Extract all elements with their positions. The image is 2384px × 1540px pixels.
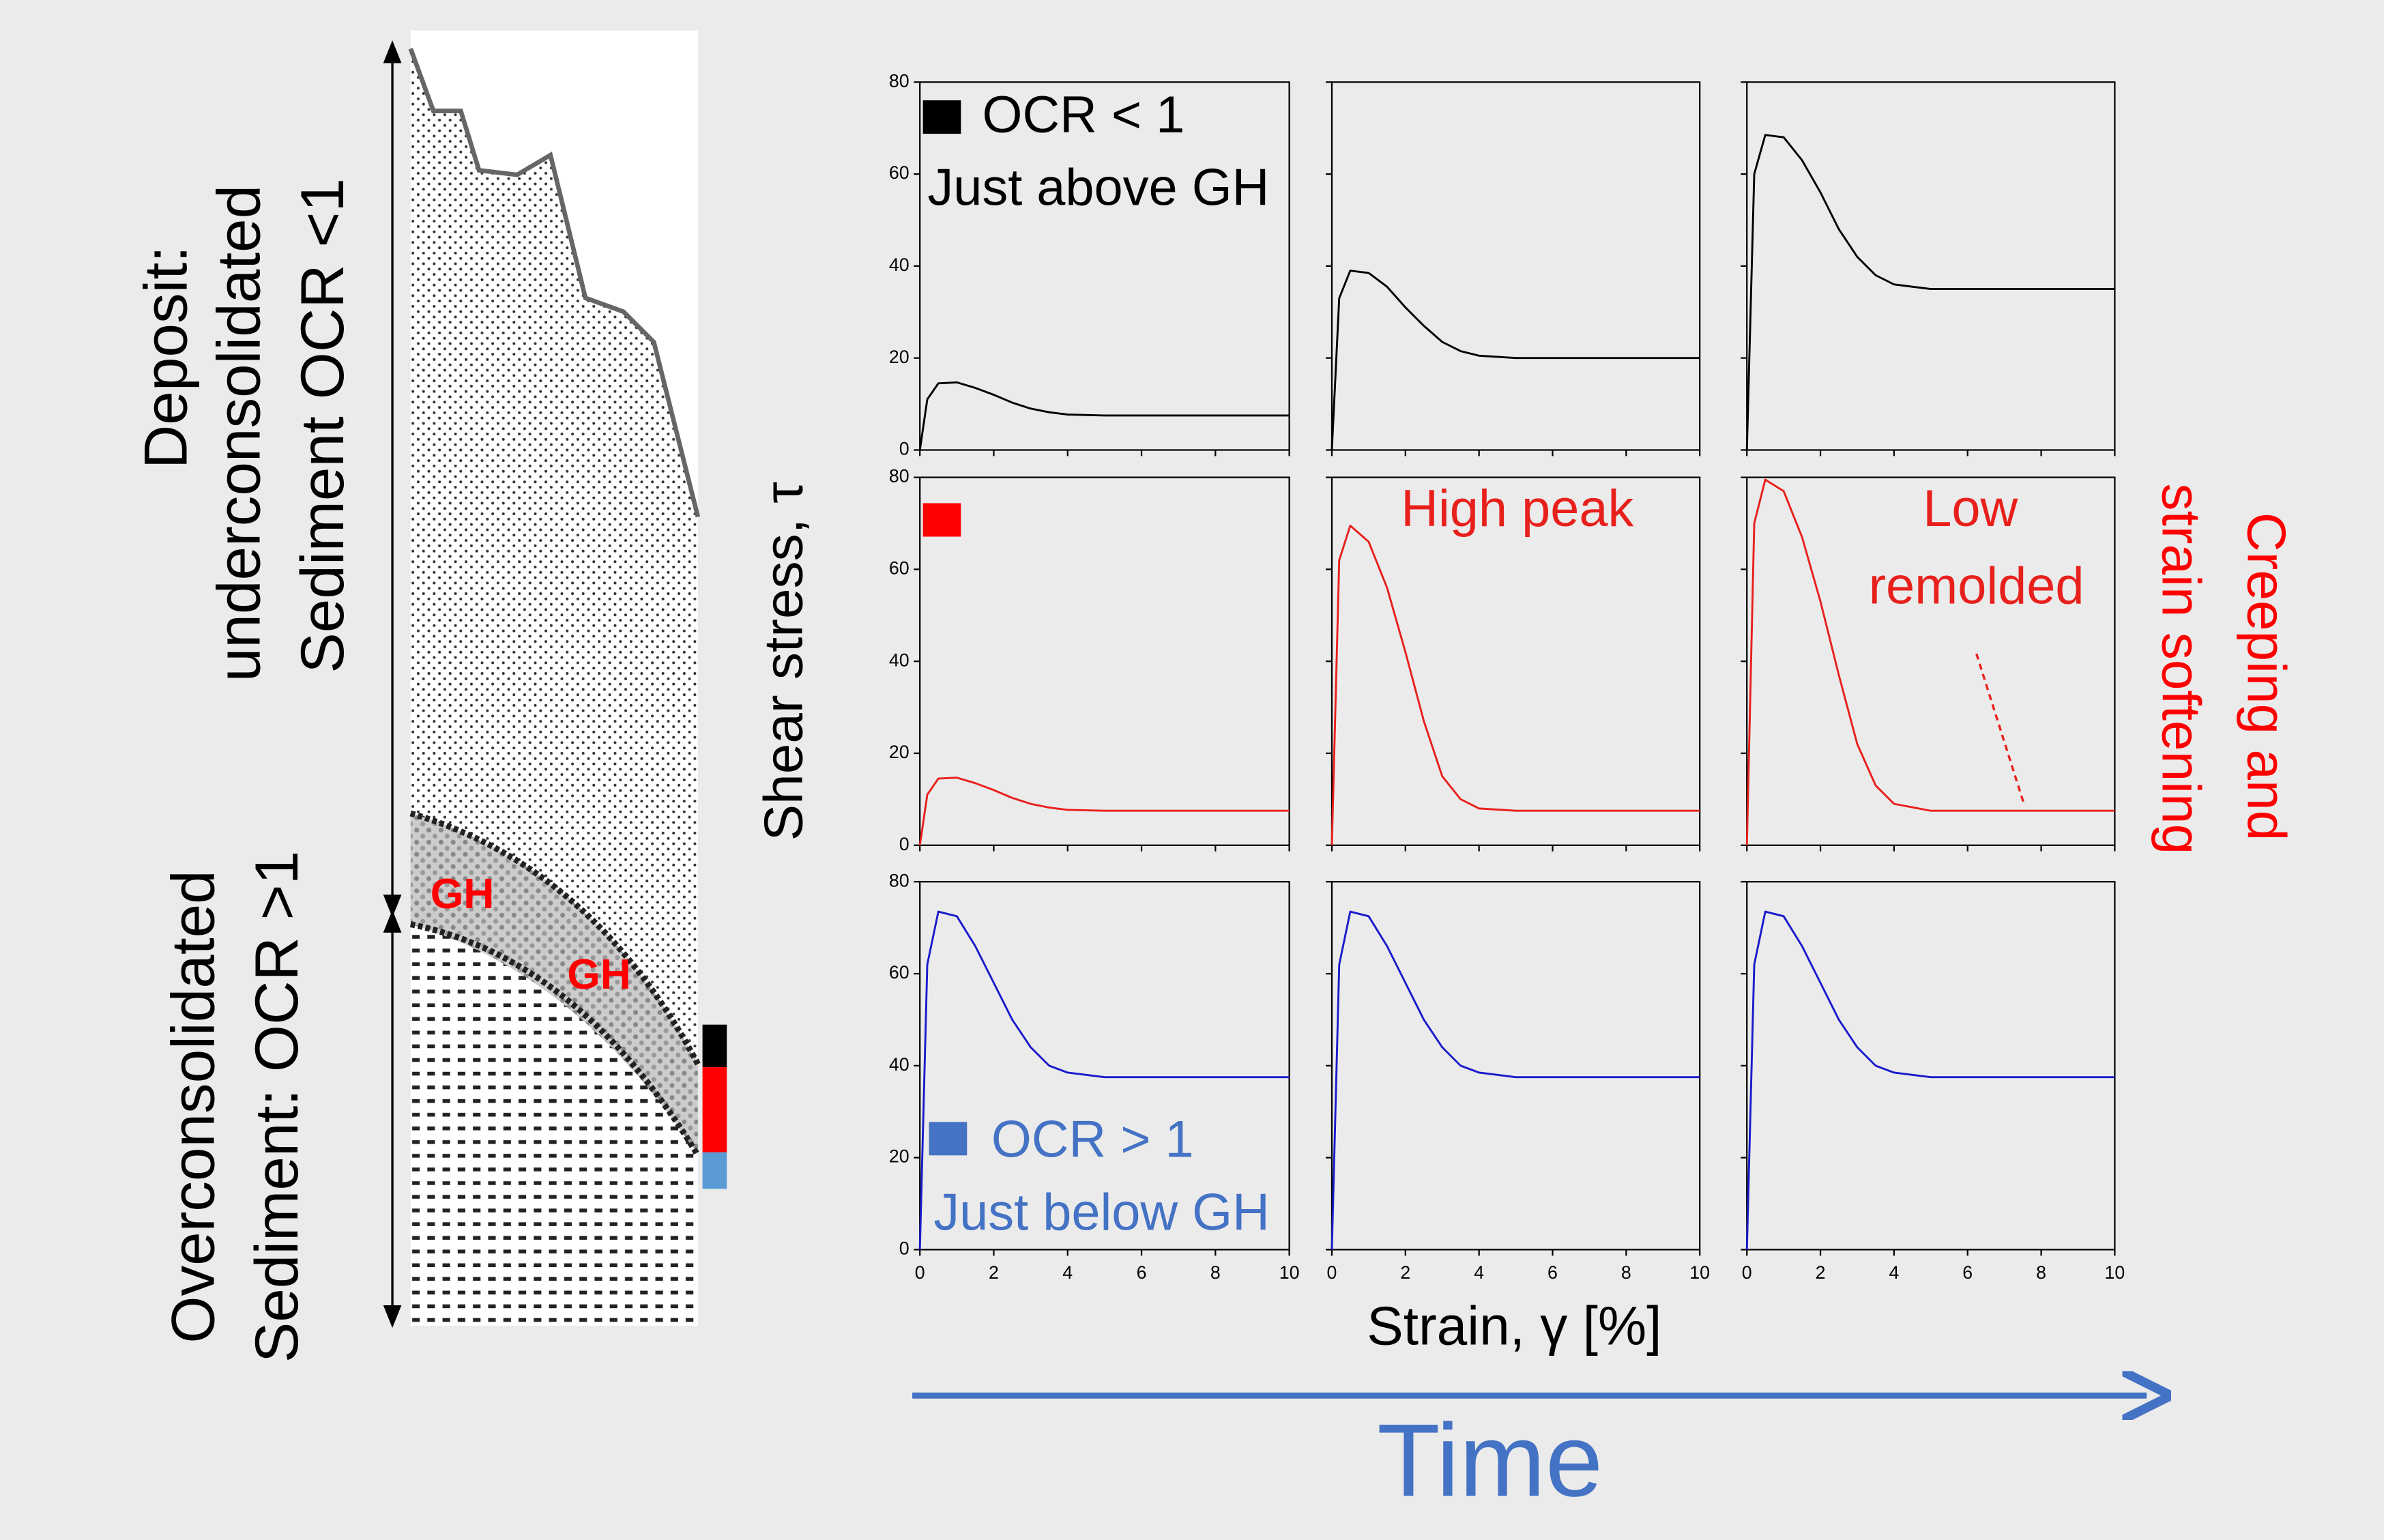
annotation: Just below GH xyxy=(933,1183,1270,1241)
data-line xyxy=(1745,478,2115,845)
annotation: Low xyxy=(1923,480,2018,538)
side-label: strain softening xyxy=(2151,483,2213,854)
gh-base xyxy=(409,921,701,1157)
lower-label: Sediment: OCR >1 xyxy=(242,851,310,1363)
y-tick-label: 40 xyxy=(889,1054,910,1075)
upper-label: Sediment OCR <1 xyxy=(288,178,356,673)
data-line xyxy=(1331,910,1700,1250)
x-tick-label: 8 xyxy=(1210,1262,1221,1283)
pointer-line xyxy=(1975,653,2025,803)
upper-label: Deposit: xyxy=(131,246,199,469)
y-tick-label: 80 xyxy=(889,70,910,91)
x-tick-label: 2 xyxy=(1816,1262,1826,1283)
lower-label: Overconsolidated xyxy=(158,870,227,1343)
legend-square xyxy=(929,1122,968,1156)
x-tick-label: 10 xyxy=(1279,1262,1300,1283)
y-tick-label: 20 xyxy=(889,742,910,762)
y-tick-label: 20 xyxy=(889,347,910,367)
y-tick-label: 0 xyxy=(899,439,910,459)
y-tick-label: 60 xyxy=(889,557,910,578)
x-tick-label: 6 xyxy=(1547,1262,1558,1283)
x-tick-label: 8 xyxy=(2036,1262,2046,1283)
x-tick-label: 4 xyxy=(1889,1262,1899,1283)
y-tick-label: 80 xyxy=(889,466,910,486)
annotation: remolded xyxy=(1869,557,2084,615)
x-tick-label: 10 xyxy=(1689,1262,1710,1283)
y-tick-label: 40 xyxy=(889,650,910,670)
overconsolidated-layer xyxy=(410,924,698,1326)
y-tick-label: 0 xyxy=(899,834,910,854)
x-tick-label: 0 xyxy=(1327,1262,1337,1283)
side-label: Creeping and xyxy=(2236,512,2297,841)
y-tick-label: 60 xyxy=(889,162,910,183)
annotation: High peak xyxy=(1401,480,1633,538)
data-line xyxy=(918,381,1290,450)
data-line xyxy=(1745,134,2115,450)
color-bar-black xyxy=(702,1024,727,1068)
data-line xyxy=(918,910,1290,1250)
y-tick-label: 20 xyxy=(889,1146,910,1167)
y-tick-label: 60 xyxy=(889,962,910,983)
data-line xyxy=(1331,524,1700,845)
x-tick-label: 6 xyxy=(1137,1262,1147,1283)
legend-square xyxy=(922,100,961,134)
x-tick-label: 6 xyxy=(1962,1262,1973,1283)
x-axis-label: Strain, γ [%] xyxy=(1367,1295,1661,1356)
legend-square xyxy=(922,503,961,537)
gh-label: GH xyxy=(567,951,631,998)
x-tick-label: 4 xyxy=(1062,1262,1073,1283)
upper-label: underconsolidated xyxy=(204,185,272,682)
time-label: Time xyxy=(1377,1403,1603,1518)
gh-label: GH xyxy=(431,871,495,918)
x-tick-label: 2 xyxy=(989,1262,999,1283)
y-axis-label: Shear stress, τ xyxy=(753,482,814,841)
color-bar-blue xyxy=(702,1152,727,1189)
color-bar-red xyxy=(702,1067,727,1152)
y-tick-label: 0 xyxy=(899,1238,910,1259)
data-line xyxy=(1745,910,2115,1250)
y-tick-label: 80 xyxy=(889,870,910,890)
y-tick-label: 40 xyxy=(889,255,910,275)
x-tick-label: 10 xyxy=(2105,1262,2125,1283)
x-tick-label: 2 xyxy=(1400,1262,1410,1283)
data-line xyxy=(1331,270,1700,450)
x-tick-label: 0 xyxy=(915,1262,925,1283)
annotation: OCR < 1 xyxy=(983,86,1185,144)
surface-profile xyxy=(408,48,701,518)
x-tick-label: 8 xyxy=(1621,1262,1631,1283)
sediment-diagram: GH GH Deposit: underconsolidated Sedimen… xyxy=(131,30,727,1363)
x-tick-label: 0 xyxy=(1742,1262,1752,1283)
data-line xyxy=(918,776,1290,845)
x-tick-label: 4 xyxy=(1474,1262,1484,1283)
gas-hydrate-layer xyxy=(410,813,698,1156)
annotation: OCR > 1 xyxy=(991,1110,1194,1168)
annotation: Just above GH xyxy=(927,159,1269,217)
